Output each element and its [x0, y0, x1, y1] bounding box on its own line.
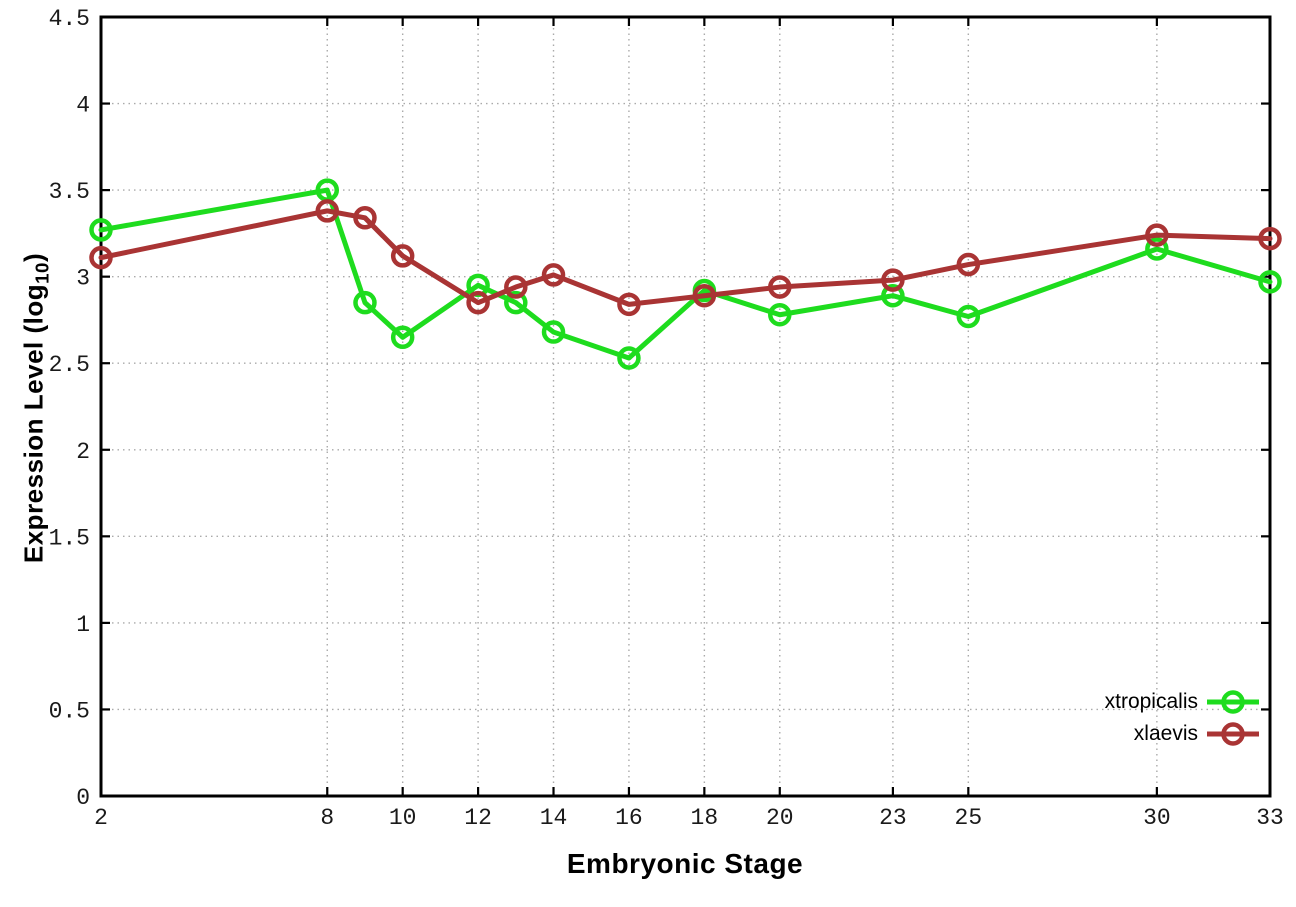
y-tick-label: 3.5 — [49, 179, 90, 205]
data-point-xtropicalis — [390, 325, 415, 350]
data-point-xtropicalis — [956, 304, 981, 329]
x-axis-title: Embryonic Stage — [566, 848, 804, 879]
x-tick-label: 25 — [955, 805, 983, 831]
data-point-xtropicalis — [89, 218, 113, 242]
y-axis-title-subscript: 10 — [31, 262, 53, 284]
data-point-xlaevis — [768, 275, 792, 299]
x-tick-label: 30 — [1143, 805, 1171, 831]
data-point-xlaevis — [353, 206, 377, 230]
data-point-xlaevis — [390, 244, 415, 268]
y-tick-label: 1 — [76, 612, 90, 638]
data-point-xtropicalis — [617, 346, 641, 370]
y-axis-title-text: Expression Level (log — [18, 283, 49, 564]
data-point-xlaevis — [541, 263, 566, 287]
data-point-xlaevis — [315, 199, 340, 223]
x-tick-label: 12 — [464, 805, 492, 831]
y-tick-label: 1.5 — [49, 525, 90, 551]
data-point-xtropicalis — [881, 283, 905, 308]
legend-marker-circle-icon — [1207, 722, 1259, 746]
data-point-xlaevis — [956, 252, 981, 277]
data-point-xtropicalis — [768, 303, 792, 327]
data-point-xlaevis — [504, 275, 528, 299]
legend-marker-circle-icon — [1207, 690, 1259, 714]
legend: xtropicalis xlaevis — [1105, 686, 1262, 750]
x-tick-label: 33 — [1256, 805, 1284, 831]
data-point-xtropicalis — [353, 290, 377, 315]
x-tick-label: 2 — [94, 805, 108, 831]
data-point-xlaevis — [1258, 226, 1282, 251]
y-tick-label: 4.5 — [49, 6, 90, 32]
x-tick-label: 16 — [615, 805, 643, 831]
y-tick-label: 3 — [76, 266, 90, 292]
data-point-xlaevis — [466, 290, 490, 315]
data-point-xlaevis — [881, 268, 905, 292]
x-tick-label: 20 — [766, 805, 794, 831]
y-tick-label: 0.5 — [49, 698, 90, 724]
data-point-xtropicalis — [1258, 270, 1282, 294]
x-tick-label: 23 — [879, 805, 907, 831]
x-tick-label: 18 — [691, 805, 719, 831]
y-tick-label: 4 — [76, 93, 90, 119]
series-line-xlaevis — [98, 208, 1273, 307]
x-tick-label: 14 — [540, 805, 568, 831]
legend-label-xtropicalis: xtropicalis — [1104, 690, 1198, 713]
data-point-xlaevis — [692, 283, 717, 308]
x-tick-label: 10 — [389, 805, 417, 831]
data-point-xlaevis — [89, 245, 113, 270]
y-tick-label: 0 — [76, 785, 90, 811]
legend-label-xlaevis: xlaevis — [1133, 722, 1198, 745]
series-line-xtropicalis — [98, 187, 1273, 361]
data-point-xtropicalis — [504, 290, 528, 315]
data-point-xtropicalis — [1145, 237, 1169, 261]
legend-item-xlaevis: xlaevis — [1105, 718, 1262, 750]
y-tick-label: 2 — [76, 439, 90, 465]
y-axis-title-close: ) — [18, 252, 49, 263]
data-point-xlaevis — [617, 292, 641, 317]
x-tick-label: 8 — [320, 805, 334, 831]
legend-item-xtropicalis: xtropicalis — [1105, 686, 1262, 718]
data-point-xtropicalis — [541, 320, 566, 344]
y-tick-label: 2.5 — [49, 352, 90, 378]
y-axis-title: Expression Level (log10) — [18, 253, 53, 563]
data-point-xlaevis — [1145, 223, 1169, 247]
